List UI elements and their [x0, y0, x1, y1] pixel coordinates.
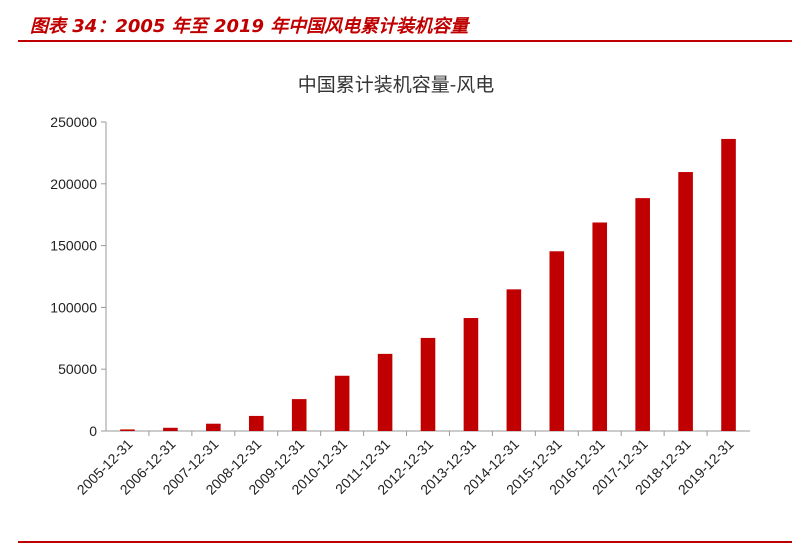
y-tick-label: 250000	[50, 114, 97, 130]
x-axis: 2005-12-312006-12-312007-12-312008-12-31…	[74, 430, 750, 498]
top-rule	[18, 40, 792, 42]
bar-2008-12-31	[248, 415, 264, 431]
bar-2012-12-31	[420, 337, 436, 431]
bottom-rule	[18, 541, 792, 543]
y-tick-label: 100000	[50, 299, 97, 315]
bar-2005-12-31	[120, 429, 135, 431]
bar-2011-12-31	[377, 353, 393, 431]
y-tick-label: 200000	[50, 176, 97, 192]
bar-2006-12-31	[163, 427, 178, 431]
bar-2010-12-31	[334, 375, 350, 431]
chart-title: 中国累计装机容量-风电	[298, 74, 494, 96]
bars	[120, 138, 736, 432]
bar-2019-12-31	[721, 138, 736, 431]
bar-2017-12-31	[635, 198, 650, 431]
y-tick-label: 150000	[50, 238, 97, 254]
figure-caption: 图表 34：2005 年至 2019 年中国风电累计装机容量	[30, 16, 469, 37]
y-tick-label: 0	[89, 423, 97, 439]
figure-header: 图表 34：2005 年至 2019 年中国风电累计装机容量	[18, 8, 792, 40]
bar-2007-12-31	[206, 423, 221, 431]
y-axis: 0 50000 100000 150000 200000 250000	[50, 114, 107, 439]
bar-2014-12-31	[506, 289, 522, 431]
bar-2009-12-31	[291, 399, 307, 431]
bar-2013-12-31	[463, 318, 479, 431]
bar-2015-12-31	[549, 251, 565, 431]
bar-2018-12-31	[678, 172, 693, 432]
bar-2016-12-31	[592, 222, 608, 431]
y-tick-label: 50000	[58, 361, 97, 377]
